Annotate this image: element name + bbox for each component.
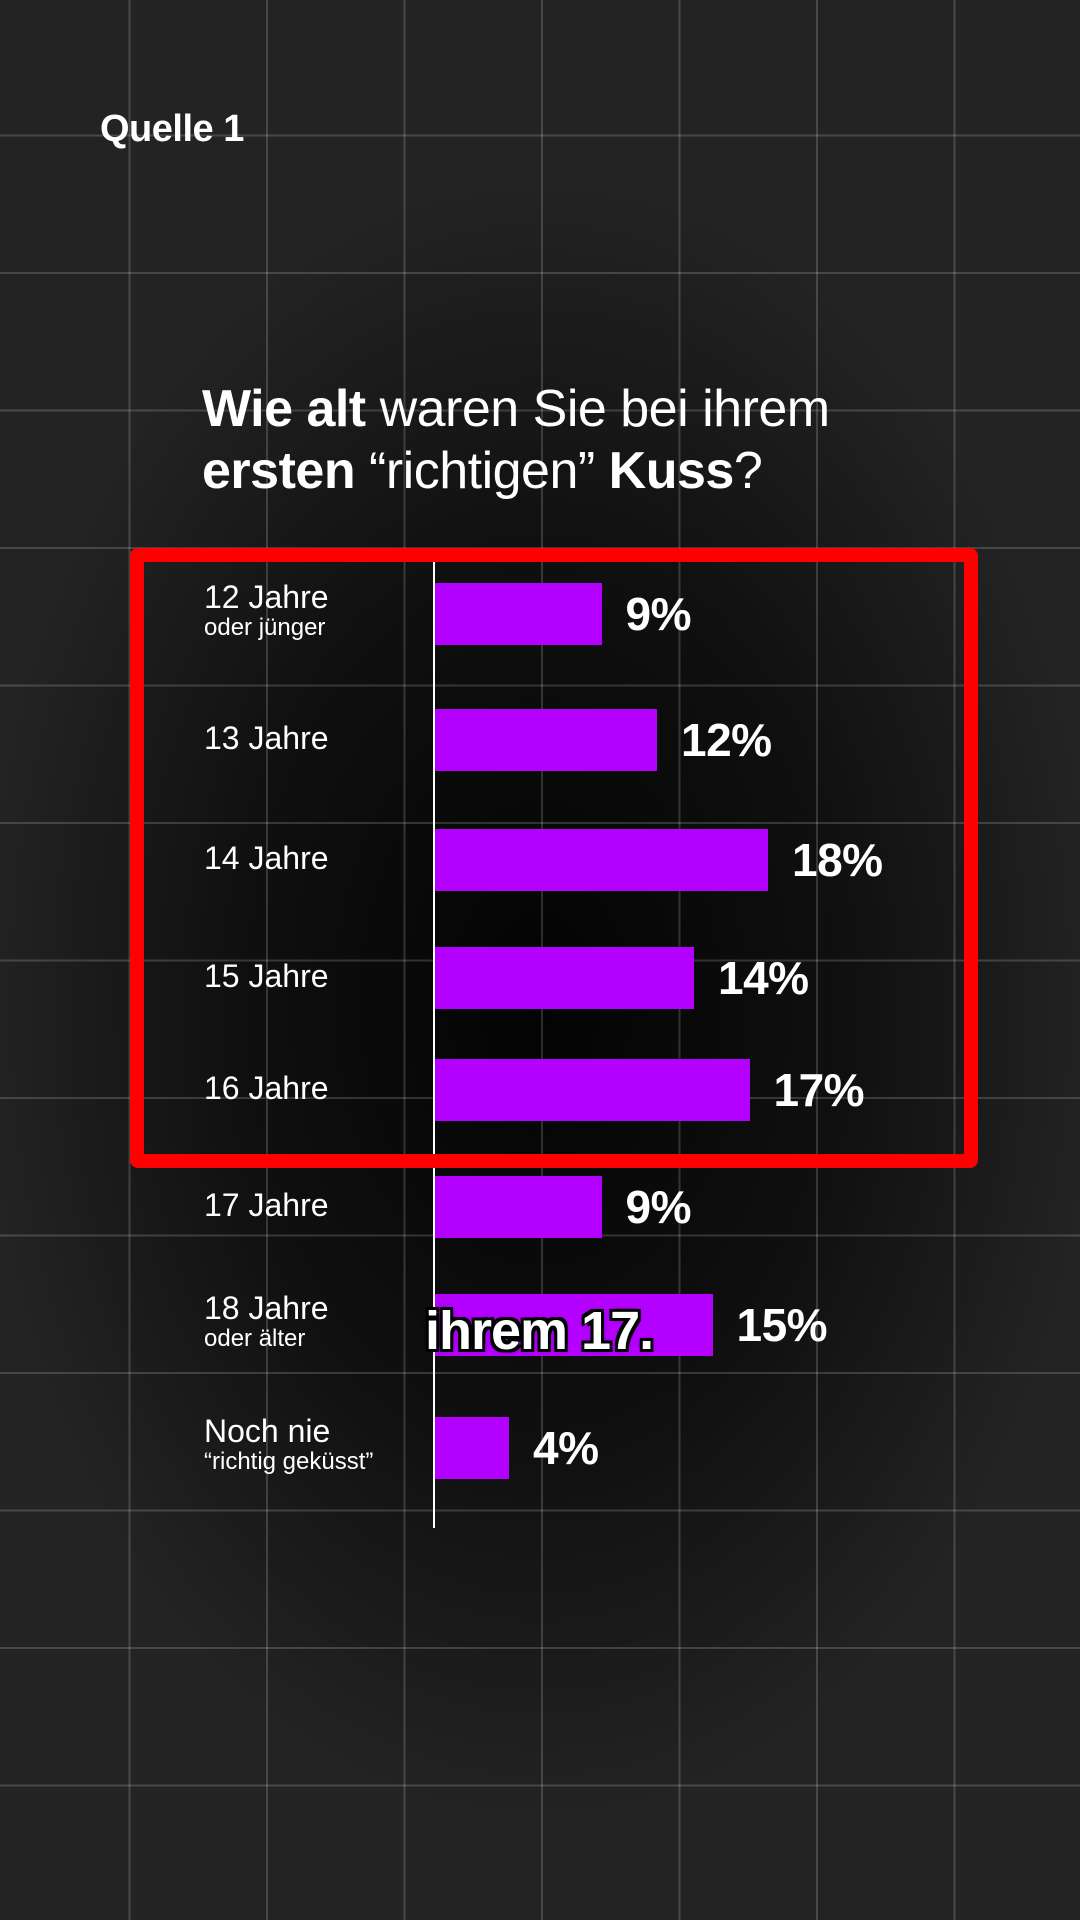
bar — [435, 829, 768, 891]
value-label: 9% — [625, 1181, 692, 1233]
value-label: 18% — [792, 834, 883, 886]
value-label: 9% — [625, 588, 692, 640]
source-label: Quelle 1 — [100, 108, 244, 150]
category-label: 12 Jahre oder jünger — [204, 579, 329, 642]
bar — [435, 709, 657, 771]
category-label-line1: 13 Jahre — [204, 720, 329, 756]
bar — [435, 947, 694, 1009]
value-label: 12% — [681, 714, 772, 766]
title-text-2: “richtigen” — [355, 442, 609, 500]
category-label-line1: 12 Jahre — [204, 579, 329, 615]
y-axis-line — [433, 552, 435, 1528]
category-label-line1: Noch nie — [204, 1413, 331, 1449]
subtitle-caption: ihrem 17. — [425, 1301, 654, 1361]
value-label: 4% — [533, 1422, 599, 1474]
category-label: 16 Jahre — [204, 1070, 329, 1106]
bar — [435, 1417, 509, 1479]
value-label: 14% — [718, 952, 809, 1004]
bar — [435, 1059, 750, 1121]
highlight-box — [130, 548, 978, 1168]
category-label: Noch nie “richtig geküsst” — [204, 1413, 374, 1476]
category-label-line1: 14 Jahre — [204, 840, 329, 876]
category-label-line2: oder jünger — [204, 614, 326, 642]
title-bold-3: Kuss — [608, 442, 735, 500]
category-label-line1: 17 Jahre — [204, 1187, 329, 1223]
value-label: 15% — [736, 1299, 828, 1351]
category-label-line1: 18 Jahre — [204, 1290, 329, 1326]
category-label: 15 Jahre — [204, 958, 329, 994]
title-text-3: ? — [733, 442, 763, 500]
bar — [435, 1294, 713, 1356]
category-label-line2: oder älter — [204, 1325, 306, 1353]
title-bold-2: ersten — [202, 442, 356, 500]
category-label: 13 Jahre — [204, 720, 329, 756]
title-bold-1: Wie alt — [202, 380, 366, 438]
category-label: 14 Jahre — [204, 840, 329, 876]
category-label-line2: “richtig geküsst” — [204, 1448, 374, 1476]
value-label: 17% — [773, 1064, 865, 1116]
category-label-line1: 16 Jahre — [204, 1070, 329, 1106]
title-text-1: waren Sie bei ihrem — [365, 380, 831, 438]
category-label-line1: 15 Jahre — [204, 958, 329, 994]
category-label: 18 Jahre oder älter — [204, 1290, 329, 1353]
chart-title: Wie alt waren Sie bei ihrem ersten “rich… — [202, 378, 1022, 502]
bar — [435, 1176, 602, 1238]
bar — [435, 583, 602, 645]
category-label: 17 Jahre — [204, 1187, 329, 1223]
